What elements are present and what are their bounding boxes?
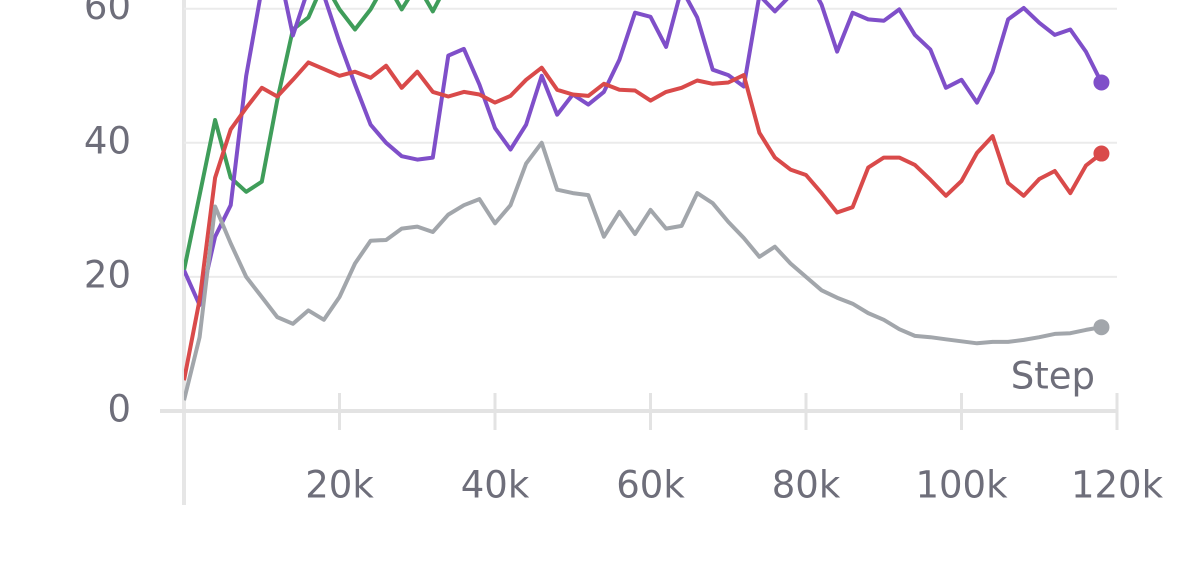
series-line <box>184 140 1102 401</box>
y-tick-label: 20 <box>84 253 131 296</box>
y-tick-label: 0 <box>107 388 131 431</box>
x-tick-label: 20k <box>305 464 374 507</box>
x-axis-label: Step <box>1011 355 1095 398</box>
x-tick-label: 120k <box>1071 464 1164 507</box>
y-tick-label: 40 <box>84 119 131 162</box>
series-line <box>184 0 442 271</box>
end-point <box>1093 145 1110 162</box>
y-tick-label: 60 <box>84 0 131 28</box>
series-line <box>184 60 1103 381</box>
x-tick-label: 40k <box>461 464 530 507</box>
x-tick-label: 100k <box>915 464 1008 507</box>
end-point <box>1093 319 1110 336</box>
series-line <box>184 0 1104 308</box>
x-tick-label: 80k <box>772 464 841 507</box>
end-point <box>1093 74 1110 91</box>
x-tick-label: 60k <box>616 464 685 507</box>
